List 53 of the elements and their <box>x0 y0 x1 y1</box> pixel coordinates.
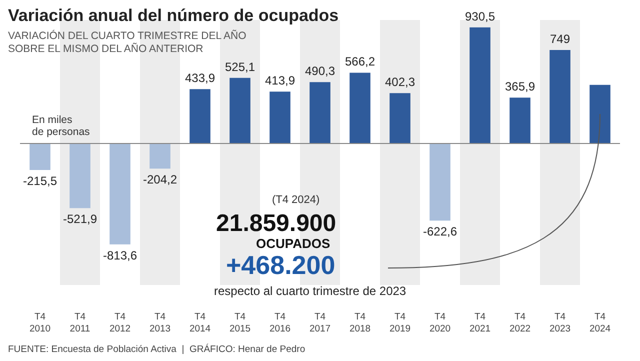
data-label: 490,3 <box>304 64 336 78</box>
x-tick-label: T4 2021 <box>469 312 491 334</box>
x-tick-label: T4 2012 <box>109 312 131 334</box>
x-tick-label: T4 2017 <box>309 312 331 334</box>
data-label: 749 <box>550 32 570 46</box>
annotation: (T4 2024) <box>272 194 320 206</box>
data-label: 930,5 <box>464 9 496 24</box>
annotation: 21.859.900 <box>216 210 336 238</box>
bar <box>350 72 370 144</box>
data-label: 402,3 <box>384 75 416 90</box>
data-label: 365,9 <box>504 80 536 94</box>
bar <box>590 84 610 144</box>
x-tick-label: T4 2013 <box>149 312 171 334</box>
x-tick-label: T4 2010 <box>29 312 51 334</box>
x-tick-label: T4 2019 <box>389 312 411 334</box>
bar <box>230 78 250 144</box>
x-tick-label: T4 2023 <box>549 312 571 334</box>
x-tick-label: T4 2014 <box>189 312 211 334</box>
x-tick-label: T4 2015 <box>229 312 251 334</box>
text: VARIACIÓN DEL CUARTO TRIMESTRE DEL AÑO SOBRE EL MISMO DEL AÑO ANTERIOR <box>8 30 246 56</box>
annotation: +468.200 <box>226 250 336 281</box>
data-label: 433,9 <box>184 71 216 86</box>
bar <box>270 92 290 144</box>
data-label: -622,6 <box>422 224 458 239</box>
source-note: FUENTE: Encuesta de Población Activa | GRÁFICO: Henar de Pedro <box>8 344 306 355</box>
bar <box>310 82 330 144</box>
annotation: OCUPADOS <box>256 236 330 251</box>
bar <box>510 98 530 144</box>
data-label: -215,5 <box>22 174 58 188</box>
bar <box>190 89 210 144</box>
x-tick-label: T4 2022 <box>509 312 531 334</box>
x-tick-label: T4 2018 <box>349 312 371 334</box>
bar <box>70 143 90 208</box>
bar <box>110 143 130 244</box>
bar <box>470 27 490 144</box>
bar <box>550 50 570 144</box>
annotation: En miles de personas <box>32 114 90 138</box>
x-tick-label: T4 2024 <box>589 312 611 334</box>
bar <box>30 143 50 170</box>
bar <box>430 143 450 221</box>
data-label: -521,9 <box>62 212 98 226</box>
chart-title: Variación anual del número de ocupados <box>8 6 339 26</box>
data-label: 413,9 <box>264 74 296 88</box>
data-label: -204,2 <box>142 172 178 187</box>
x-tick-label: T4 2011 <box>70 312 90 334</box>
x-tick-label: T4 2016 <box>269 312 291 334</box>
x-tick-label: T4 2020 <box>429 312 451 334</box>
annotation: respecto al cuarto trimestre de 2023 <box>214 284 406 298</box>
data-label: -813,6 <box>102 248 138 262</box>
bar <box>390 93 410 144</box>
bar <box>150 143 170 169</box>
data-label: 525,1 <box>224 60 256 74</box>
data-label: 566,2 <box>344 54 376 69</box>
